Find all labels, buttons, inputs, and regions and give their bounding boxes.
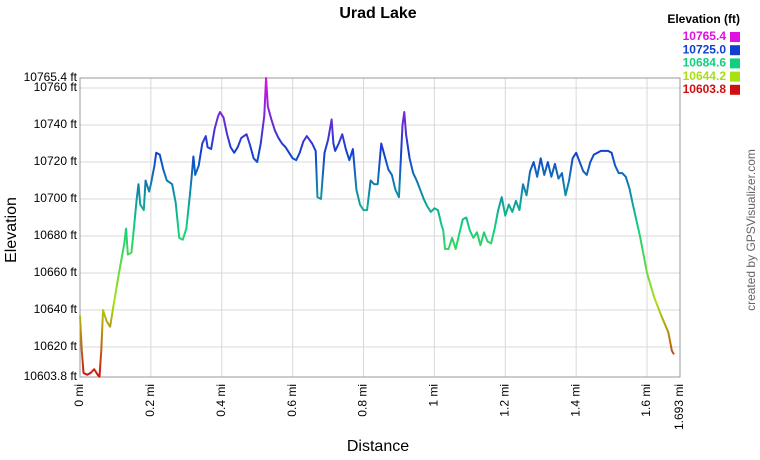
legend-swatch	[730, 45, 740, 56]
legend-swatch	[730, 71, 740, 82]
legend-label: 10725.0	[683, 42, 727, 56]
x-tick-label: 1 mi	[427, 384, 441, 407]
chart-title: Urad Lake	[339, 5, 416, 22]
y-tick-label: 10720 ft	[34, 154, 78, 168]
x-tick-label: 1.693 mi	[672, 384, 686, 430]
y-tick-label: 10760 ft	[34, 80, 78, 94]
legend-label: 10644.2	[683, 69, 727, 83]
legend-label: 10603.8	[683, 82, 727, 96]
legend-label: 10765.4	[683, 29, 727, 43]
y-tick-label: 10680 ft	[34, 228, 78, 242]
x-tick-label: 1.2 mi	[497, 384, 511, 417]
legend-label: 10684.6	[683, 56, 727, 70]
legend-swatch	[730, 58, 740, 69]
y-tick-label: 10603.8 ft	[24, 369, 78, 383]
x-tick-label: 0.8 mi	[356, 384, 370, 417]
x-tick-label: 0.6 mi	[285, 384, 299, 417]
y-tick-label: 10765.4 ft	[24, 70, 78, 84]
legend-swatch	[730, 84, 740, 95]
credit: created by GPSVisualizer.com	[744, 149, 758, 311]
x-tick-label: 1.6 mi	[639, 384, 653, 417]
x-tick-label: 0.2 mi	[143, 384, 157, 417]
legend-swatch	[730, 32, 740, 42]
plot-frame	[79, 77, 681, 378]
y-tick-label: 10700 ft	[34, 191, 78, 205]
elevation-line	[79, 77, 675, 378]
y-tick-label: 10660 ft	[34, 265, 78, 279]
y-tick-label: 10620 ft	[34, 339, 78, 353]
x-tick-label: 1.4 mi	[568, 384, 582, 417]
y-tick-label: 10640 ft	[34, 302, 78, 316]
x-tick-label: 0 mi	[72, 384, 86, 407]
legend-title: Elevation (ft)	[667, 12, 740, 26]
y-tick-label: 10740 ft	[34, 117, 78, 131]
x-axis-label: Distance	[347, 438, 409, 455]
x-tick-label: 0.4 mi	[214, 384, 228, 417]
y-axis-label: Elevation	[3, 197, 20, 263]
